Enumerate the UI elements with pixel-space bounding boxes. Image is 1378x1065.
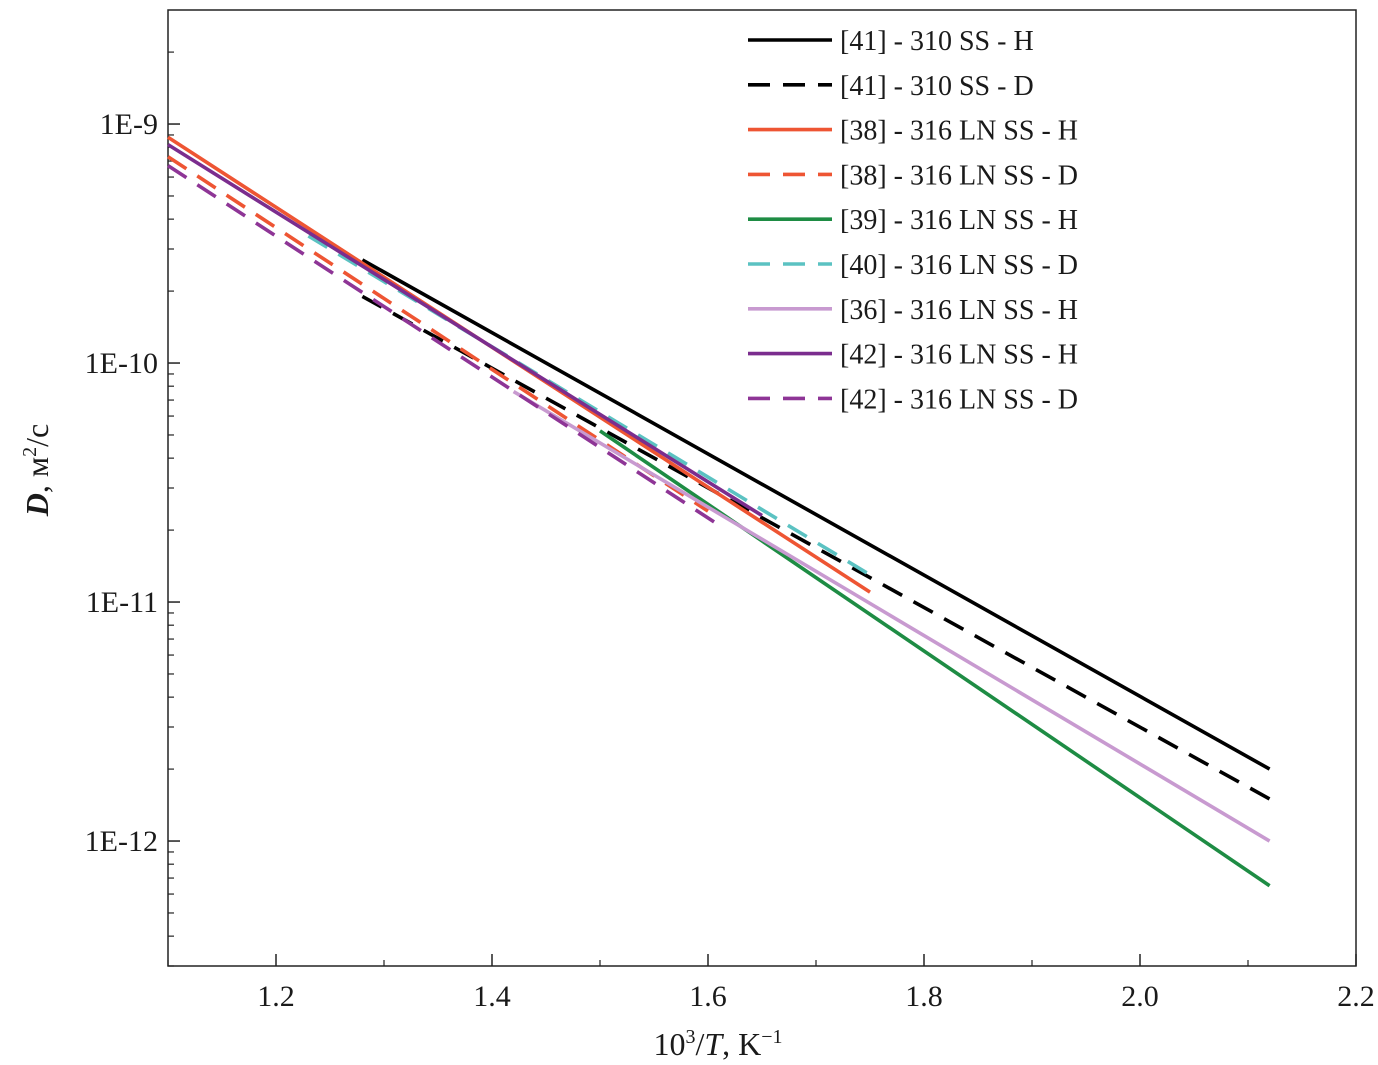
series-line-1 [361, 258, 1271, 771]
x-axis-title: 103/T, K−1 [653, 1026, 782, 1062]
x-tick-label: 1.2 [257, 980, 295, 1013]
y-tick-label: 1E-12 [85, 825, 158, 858]
series-line-5 [598, 429, 1271, 888]
x-tick-label: 1.4 [473, 980, 511, 1013]
y-tick-label: 1E-10 [85, 347, 158, 380]
legend-label: [38] - 316 LN SS - D [840, 160, 1078, 191]
legend-label: [42] - 316 LN SS - H [840, 340, 1078, 371]
y-minor-ticks [168, 51, 174, 967]
x-tick-label: 2.0 [1121, 980, 1159, 1013]
legend-label: [40] - 316 LN SS - D [840, 250, 1078, 281]
x-tick-label: 1.8 [905, 980, 943, 1013]
x-tick-label: 1.6 [689, 980, 727, 1013]
y-major-ticks: 1E-12 1E-11 1E-10 1E-9 [85, 108, 180, 858]
series-layer [167, 135, 1271, 888]
y-tick-label: 1E-9 [100, 108, 158, 141]
legend: [41] - 310 SS - H [41] - 310 SS - D [38] -… [748, 26, 1078, 415]
legend-label: [41] - 310 SS - D [840, 71, 1034, 102]
y-tick-label: 1E-11 [86, 586, 158, 619]
legend-label: [39] - 316 LN SS - H [840, 205, 1078, 236]
y-axis-title: D, м2/c [19, 424, 55, 517]
series-line-9 [167, 164, 720, 527]
legend-label: [36] - 316 LN SS - H [840, 295, 1078, 326]
series-line-8 [167, 143, 763, 518]
legend-label: [42] - 316 LN SS - D [840, 384, 1078, 415]
x-ticks: 1.2 1.4 1.6 1.8 2.0 2.2 [167, 954, 1375, 1013]
series-line-7 [512, 389, 1271, 843]
legend-label: [38] - 316 LN SS - H [840, 116, 1078, 147]
legend-label: [41] - 310 SS - H [840, 26, 1034, 57]
x-tick-label: 2.2 [1337, 980, 1375, 1013]
